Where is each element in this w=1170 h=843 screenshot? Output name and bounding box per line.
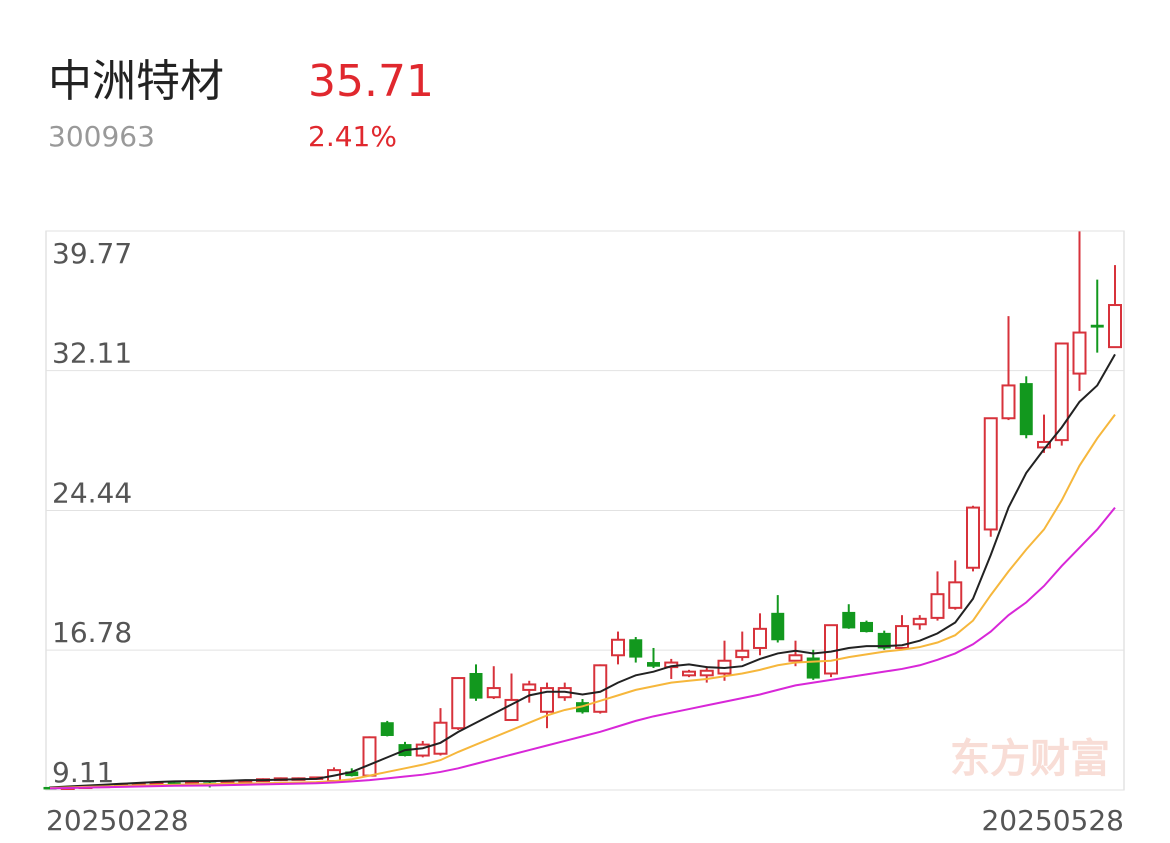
candle-body: [1019, 383, 1033, 436]
candle-body: [948, 581, 963, 609]
candle-body: [1001, 384, 1016, 420]
candle-body: [966, 506, 980, 569]
candle-body: [451, 677, 466, 730]
y-tick-label: 16.78: [52, 616, 132, 649]
candle-body: [380, 722, 394, 736]
y-tick-label: 32.11: [52, 337, 132, 370]
candle-body: [540, 687, 554, 713]
candle-body: [1054, 342, 1069, 442]
candle-body: [362, 736, 377, 777]
candle-body: [647, 662, 660, 667]
candle-body: [824, 624, 838, 675]
candle-body: [788, 654, 803, 662]
candle-body: [1090, 324, 1104, 328]
moving-average-line: [49, 506, 1116, 790]
candle-body: [806, 657, 820, 679]
candle-body: [699, 669, 714, 677]
candle-body: [433, 721, 448, 755]
x-tick-label: 20250528: [981, 804, 1124, 837]
moving-average-line: [49, 353, 1116, 789]
candle-body: [877, 632, 891, 649]
stock-change: 2.41%: [308, 120, 397, 153]
candle-body: [469, 672, 483, 699]
candle-body: [930, 593, 945, 619]
candle-body: [629, 639, 643, 658]
y-tick-label: 24.44: [52, 477, 132, 510]
candle-body: [860, 621, 873, 633]
candle-body: [682, 670, 696, 677]
candle-body: [1037, 440, 1051, 449]
candle-body: [611, 638, 625, 657]
candle-body: [1108, 304, 1122, 349]
candle-body: [753, 627, 767, 649]
candle-body: [735, 649, 750, 659]
candle-body: [486, 687, 501, 699]
watermark: 东方财富: [950, 736, 1110, 782]
candle-body: [983, 417, 998, 531]
candle-body: [415, 743, 430, 757]
candle-body: [895, 625, 909, 649]
stock-code: 300963: [48, 120, 155, 153]
y-tick-label: 9.11: [52, 756, 114, 789]
stock-name: 中洲特材: [48, 56, 224, 107]
moving-average-line: [49, 413, 1116, 789]
candle-body: [1072, 331, 1087, 375]
candle-body: [912, 617, 927, 626]
candle-body: [522, 683, 537, 691]
candle-body: [771, 612, 785, 641]
candle-body: [842, 611, 856, 629]
stock-price: 35.71: [308, 56, 434, 107]
x-tick-label: 20250228: [46, 804, 189, 837]
y-tick-label: 39.77: [52, 237, 132, 270]
